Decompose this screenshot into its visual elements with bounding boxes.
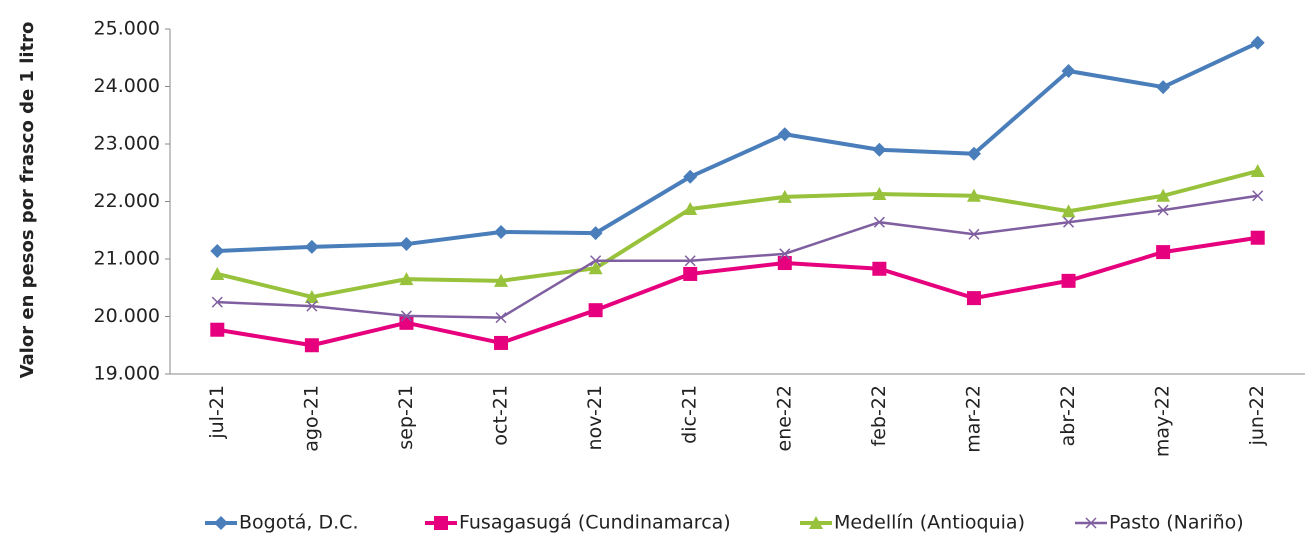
marker — [304, 289, 319, 303]
marker — [210, 243, 225, 258]
marker — [683, 169, 698, 184]
marker — [966, 291, 981, 306]
marker — [210, 322, 225, 337]
y-tick-label: 20.000 — [94, 305, 160, 327]
marker — [1250, 35, 1265, 50]
marker — [968, 228, 980, 240]
marker — [495, 312, 507, 324]
marker — [494, 224, 509, 239]
marker — [494, 335, 509, 350]
marker — [683, 266, 698, 281]
marker — [588, 303, 603, 318]
marker — [588, 226, 603, 241]
legend-marker — [214, 516, 228, 530]
x-tick-label: sep-21 — [395, 385, 417, 450]
x-tick-label: oct-21 — [490, 385, 512, 446]
marker — [1061, 273, 1076, 288]
marker — [399, 272, 414, 286]
marker — [966, 188, 981, 202]
x-tick-label: dic-21 — [679, 385, 701, 444]
marker — [1156, 245, 1171, 260]
marker — [399, 237, 414, 252]
marker — [400, 310, 412, 322]
y-tick-label: 24.000 — [94, 75, 160, 97]
legend-marker — [809, 516, 823, 529]
x-tick-label: jul-21 — [206, 385, 228, 440]
marker — [777, 189, 792, 203]
y-tick-label: 25.000 — [94, 18, 160, 40]
x-tick-label: feb-22 — [868, 385, 890, 446]
marker — [494, 273, 509, 287]
x-tick-label: jun-22 — [1246, 385, 1268, 446]
marker — [872, 187, 887, 201]
y-tick-label: 21.000 — [94, 248, 160, 270]
marker — [1157, 204, 1169, 216]
marker — [872, 142, 887, 157]
marker — [683, 201, 698, 215]
marker — [1156, 80, 1171, 95]
legend-label: Bogotá, D.C. — [239, 512, 359, 534]
x-tick-label: ene-22 — [773, 385, 795, 451]
marker — [1250, 164, 1265, 178]
marker — [1061, 63, 1076, 78]
marker — [304, 338, 319, 353]
marker — [872, 261, 887, 276]
x-tick-label: abr-22 — [1057, 385, 1079, 446]
marker — [211, 296, 223, 308]
x-tick-label: nov-21 — [584, 385, 606, 450]
x-tick-label: ago-21 — [300, 385, 322, 452]
marker — [304, 239, 319, 254]
x-tick-label: may-22 — [1152, 385, 1174, 457]
marker — [399, 315, 414, 330]
marker — [1063, 216, 1075, 228]
series-line — [217, 40, 1259, 253]
y-tick-label: 23.000 — [94, 133, 160, 155]
marker — [684, 255, 696, 267]
marker — [779, 248, 791, 260]
legend-label: Fusagasugá (Cundinamarca) — [459, 512, 731, 534]
marker — [1250, 230, 1265, 245]
marker — [1252, 190, 1264, 202]
marker — [306, 300, 318, 312]
marker — [1061, 204, 1076, 218]
y-tick-label: 22.000 — [94, 190, 160, 212]
marker — [588, 261, 603, 275]
y-tick-label: 19.000 — [94, 363, 160, 385]
marker — [590, 255, 602, 267]
x-tick-label: mar-22 — [962, 385, 984, 453]
marker — [966, 146, 981, 161]
marker — [777, 256, 792, 271]
marker — [1156, 188, 1171, 202]
series-line — [216, 169, 1259, 299]
legend-marker — [1085, 517, 1097, 529]
marker — [873, 216, 885, 228]
legend-marker — [434, 516, 448, 530]
marker — [210, 266, 225, 280]
y-axis-title: Valor en pesos por frasco de 1 litro — [17, 22, 38, 379]
marker — [777, 127, 792, 142]
series-line — [216, 235, 1259, 348]
series-line — [217, 194, 1258, 319]
legend-label: Medellín (Antioquia) — [834, 512, 1025, 534]
legend-label: Pasto (Nariño) — [1109, 512, 1244, 534]
